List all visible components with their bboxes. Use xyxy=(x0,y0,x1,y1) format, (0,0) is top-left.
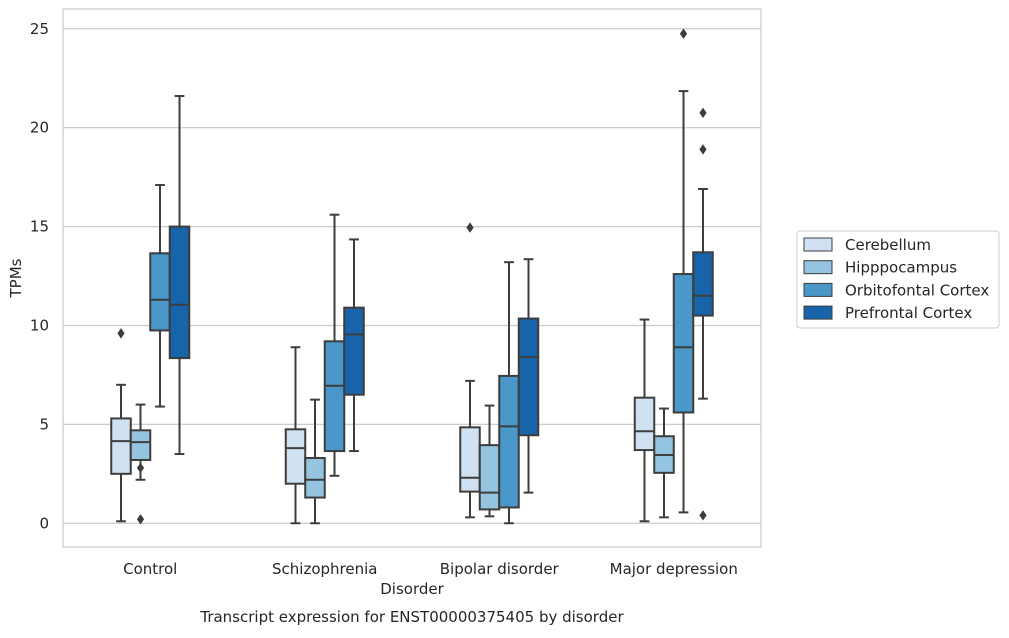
box-orbitofontal-cortex xyxy=(498,261,520,525)
outlier-point xyxy=(679,28,688,39)
box-hipppocampus xyxy=(304,398,326,525)
y-tick-label: 25 xyxy=(30,20,49,38)
iqr-box xyxy=(149,252,171,332)
box-cerebellum xyxy=(459,222,481,519)
iqr-box xyxy=(459,426,481,493)
box-orbitofontal-cortex xyxy=(323,213,346,477)
outlier-point xyxy=(699,144,707,155)
iqr-box xyxy=(168,225,191,360)
box-orbitofontal-cortex xyxy=(672,28,695,514)
iqr-box xyxy=(517,317,540,437)
legend-frame xyxy=(796,230,1000,329)
x-tick-label: Major depression xyxy=(610,560,738,578)
legend-label: Prefrontal Cortex xyxy=(845,304,972,322)
plot-frame xyxy=(62,8,762,548)
x-tick-label: Control xyxy=(123,560,177,578)
outlier-point xyxy=(466,222,474,233)
y-tick-labels: 0 5 10 15 20 25 xyxy=(30,20,49,532)
box-hipppocampus xyxy=(129,403,152,525)
iqr-box xyxy=(692,251,714,317)
x-tick-label: Bipolar disorder xyxy=(440,560,560,578)
y-tick-label: 20 xyxy=(30,119,49,137)
chart-caption: Transcript expression for ENST0000037540… xyxy=(199,608,624,626)
outlier-point xyxy=(136,514,145,525)
box-cerebellum xyxy=(633,318,656,523)
iqr-box xyxy=(304,456,326,499)
iqr-box xyxy=(498,374,520,509)
box-prefrontal-cortex xyxy=(692,107,714,521)
box-prefrontal-cortex xyxy=(168,95,191,456)
legend-label: Hipppocampus xyxy=(845,259,957,277)
iqr-box xyxy=(110,417,132,475)
y-tick-label: 5 xyxy=(39,415,49,433)
iqr-box xyxy=(129,429,152,461)
box-prefrontal-cortex xyxy=(343,238,365,453)
box-hipppocampus xyxy=(653,407,675,519)
x-tick-label: Schizophrenia xyxy=(272,560,377,578)
box-cerebellum xyxy=(284,346,307,525)
legend: Cerebellum Hipppocampus Orbitofontal Corte… xyxy=(796,230,1000,329)
box-series xyxy=(110,28,714,525)
iqr-box xyxy=(284,428,307,485)
legend-swatch xyxy=(803,282,833,297)
box-prefrontal-cortex xyxy=(517,258,540,494)
iqr-box xyxy=(343,306,365,396)
x-axis-label: Disorder xyxy=(380,580,444,598)
iqr-box xyxy=(323,340,346,453)
y-tick-label: 0 xyxy=(39,514,49,532)
legend-swatch xyxy=(803,237,833,252)
outlier-point xyxy=(699,510,707,521)
legend-label: Orbitofontal Cortex xyxy=(845,281,989,299)
iqr-box xyxy=(633,396,656,452)
iqr-box xyxy=(672,273,695,414)
legend-label: Cerebellum xyxy=(845,236,931,254)
outlier-point xyxy=(117,328,125,339)
y-tick-label: 15 xyxy=(30,218,49,236)
iqr-box xyxy=(478,444,501,511)
y-tick-label: 10 xyxy=(30,316,49,334)
x-tick-labels: Control Schizophrenia Bipolar disorder Majo… xyxy=(123,560,738,578)
box-cerebellum xyxy=(110,328,132,523)
box-hipppocampus xyxy=(478,404,501,518)
outlier-point xyxy=(699,107,707,119)
legend-swatch xyxy=(803,305,833,320)
legend-swatch xyxy=(803,260,833,275)
outlier-point xyxy=(136,462,145,474)
y-axis-label: TPMs xyxy=(7,258,25,298)
box-orbitofontal-cortex xyxy=(149,184,171,408)
